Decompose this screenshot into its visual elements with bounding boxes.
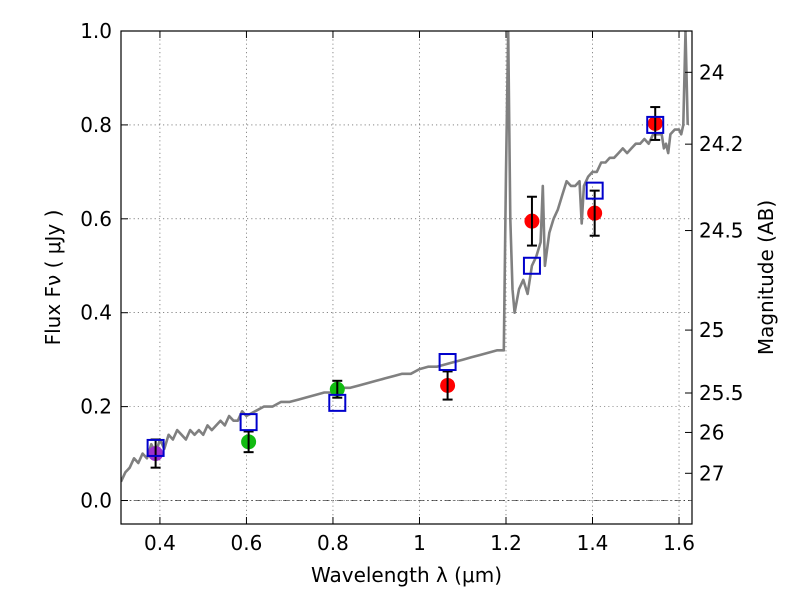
model-photometry-point (585, 181, 604, 200)
y-tick-label: 0.4 (80, 301, 112, 325)
data-markers (146, 106, 665, 469)
model-photometry-point (522, 256, 541, 275)
right-axis-label: Magnitude (AB) (754, 200, 778, 355)
right-tick-label: 24 (699, 60, 724, 84)
model-spectrum-line (121, 31, 689, 483)
right-tick-label: 26 (699, 420, 724, 444)
x-tick-label: 0.6 (231, 531, 263, 555)
right-tick-label: 25 (699, 318, 724, 342)
plot-area (121, 31, 689, 483)
right-tick-label: 24.5 (699, 219, 744, 243)
x-tick-label: 1.6 (663, 531, 695, 555)
right-tick-label: 27 (699, 461, 724, 485)
x-tick-label: 1.4 (577, 531, 609, 555)
y-tick-label: 1.0 (80, 19, 112, 43)
x-tick-label: 0.8 (317, 531, 349, 555)
x-axis-label: Wavelength λ (μm) (311, 563, 502, 587)
y-tick-label: 0.0 (80, 489, 112, 513)
right-tick-label: 24.2 (699, 132, 744, 156)
y-tick-label: 0.2 (80, 395, 112, 419)
x-tick-label: 1 (413, 531, 426, 555)
axis-ticks: 0.4 0.6 0.8 1 1.2 1.4 1.6 0.0 0.2 0.4 0.6 0.8 1.0 24 2… (80, 19, 743, 555)
x-tick-label: 0.4 (144, 531, 176, 555)
model-photometry-point (146, 438, 165, 457)
y-tick-label: 0.6 (80, 207, 112, 231)
model-photometry-point (646, 115, 665, 134)
x-tick-label: 1.2 (490, 531, 522, 555)
model-photometry-point (239, 413, 258, 432)
plot-frame (120, 30, 693, 525)
y-axis-label: Flux Fν ( μJy ) (41, 210, 65, 346)
right-tick-label: 25.5 (699, 381, 744, 405)
model-photometry-point (328, 393, 347, 412)
model-photometry-point (438, 353, 457, 372)
y-tick-label: 0.8 (80, 113, 112, 137)
